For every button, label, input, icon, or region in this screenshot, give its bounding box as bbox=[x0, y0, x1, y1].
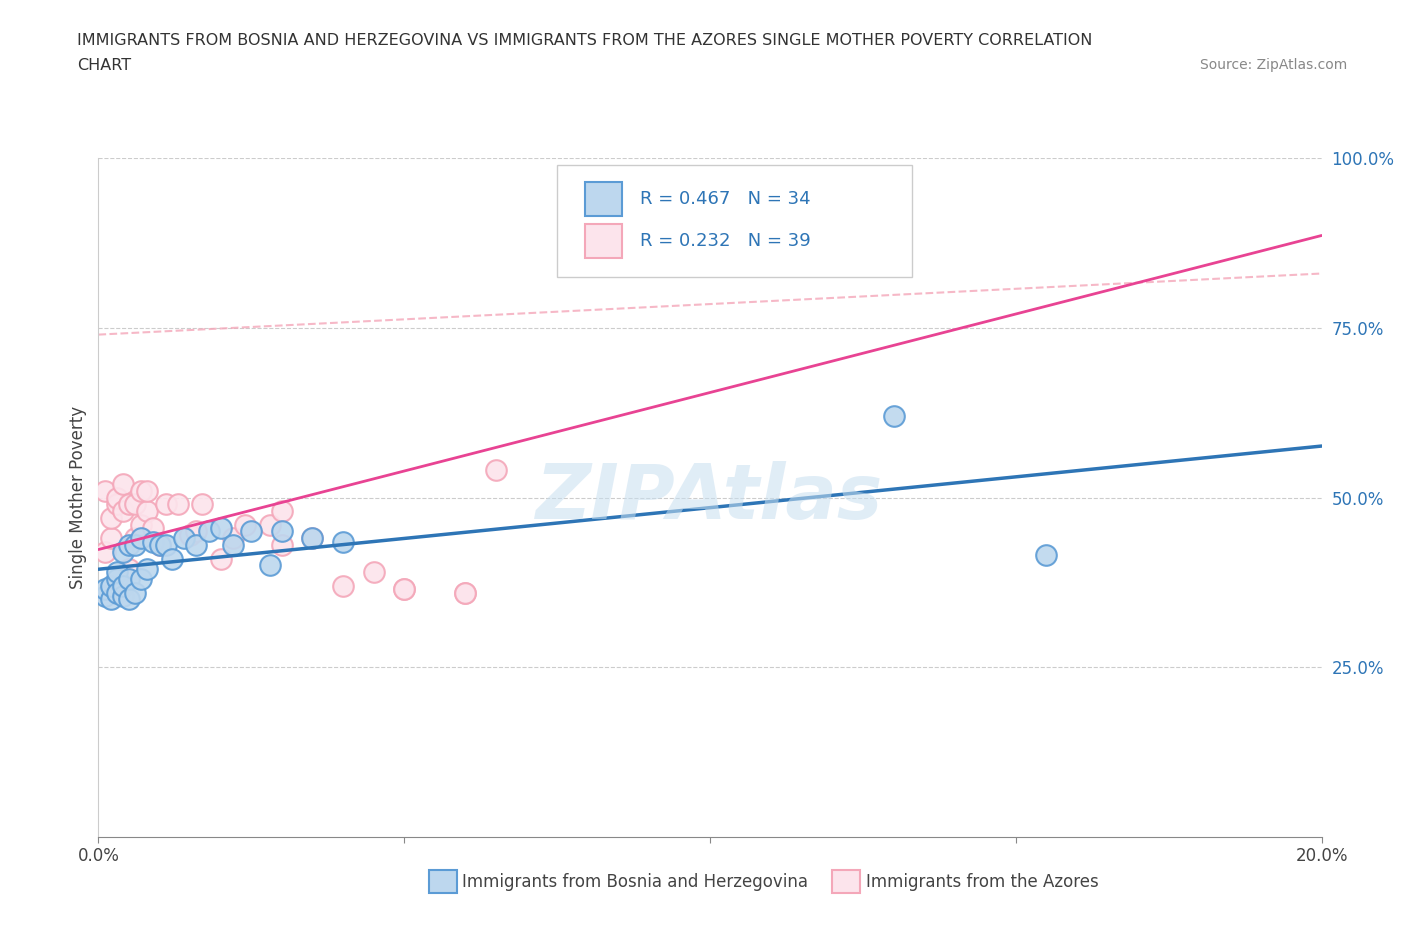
Point bbox=[93, 544, 115, 559]
Point bbox=[222, 531, 245, 546]
Point bbox=[883, 408, 905, 423]
Point bbox=[136, 504, 159, 519]
Point bbox=[142, 521, 165, 536]
Point bbox=[301, 531, 323, 546]
Point bbox=[270, 525, 292, 539]
Point bbox=[233, 517, 256, 532]
Point bbox=[129, 517, 152, 532]
Point bbox=[118, 562, 141, 577]
Point bbox=[392, 582, 416, 597]
FancyBboxPatch shape bbox=[557, 165, 912, 277]
Point bbox=[363, 565, 385, 579]
Point bbox=[105, 565, 128, 579]
Text: R = 0.232   N = 39: R = 0.232 N = 39 bbox=[640, 232, 811, 250]
Point bbox=[222, 538, 245, 552]
Point bbox=[100, 511, 122, 525]
Point bbox=[1035, 548, 1057, 563]
Point bbox=[186, 538, 208, 552]
Point bbox=[270, 504, 292, 519]
Point bbox=[124, 497, 146, 512]
Point bbox=[209, 551, 232, 566]
Point bbox=[124, 585, 146, 600]
Text: Source: ZipAtlas.com: Source: ZipAtlas.com bbox=[1199, 58, 1347, 72]
Text: ZIPAtlas: ZIPAtlas bbox=[536, 460, 884, 535]
Point bbox=[259, 558, 281, 573]
Text: IMMIGRANTS FROM BOSNIA AND HERZEGOVINA VS IMMIGRANTS FROM THE AZORES SINGLE MOTH: IMMIGRANTS FROM BOSNIA AND HERZEGOVINA V… bbox=[77, 33, 1092, 47]
Point bbox=[186, 525, 208, 539]
Text: CHART: CHART bbox=[77, 58, 131, 73]
Point bbox=[118, 572, 141, 587]
Point bbox=[179, 527, 201, 542]
Point bbox=[136, 484, 159, 498]
FancyBboxPatch shape bbox=[585, 182, 621, 216]
Point bbox=[149, 538, 172, 552]
Point bbox=[100, 578, 122, 593]
Point bbox=[454, 585, 477, 600]
Point bbox=[105, 585, 128, 600]
Point bbox=[392, 582, 416, 597]
Point bbox=[105, 572, 128, 587]
Point bbox=[160, 551, 183, 566]
Point bbox=[332, 578, 354, 593]
Point bbox=[136, 562, 159, 577]
Point bbox=[100, 531, 122, 546]
Point bbox=[173, 531, 195, 546]
Point bbox=[93, 484, 115, 498]
Point bbox=[100, 592, 122, 607]
Point bbox=[270, 538, 292, 552]
Point bbox=[129, 531, 152, 546]
Point bbox=[118, 538, 141, 552]
Point bbox=[191, 497, 214, 512]
Point bbox=[118, 592, 141, 607]
Point bbox=[129, 484, 152, 498]
Point bbox=[111, 504, 134, 519]
Point bbox=[105, 490, 128, 505]
Point bbox=[111, 476, 134, 491]
Point bbox=[485, 463, 508, 478]
Point bbox=[197, 525, 219, 539]
Point bbox=[111, 544, 134, 559]
Point bbox=[332, 534, 354, 549]
Point bbox=[124, 531, 146, 546]
Point bbox=[129, 572, 152, 587]
Point bbox=[111, 578, 134, 593]
Text: R = 0.467   N = 34: R = 0.467 N = 34 bbox=[640, 190, 811, 207]
Point bbox=[668, 181, 690, 196]
FancyBboxPatch shape bbox=[585, 224, 621, 258]
Point bbox=[259, 517, 281, 532]
Point bbox=[105, 497, 128, 512]
Point bbox=[155, 497, 177, 512]
Point bbox=[124, 538, 146, 552]
Point bbox=[209, 521, 232, 536]
Point bbox=[118, 497, 141, 512]
Point bbox=[93, 589, 115, 604]
Text: Immigrants from the Azores: Immigrants from the Azores bbox=[866, 872, 1099, 891]
Point bbox=[301, 531, 323, 546]
Point bbox=[142, 534, 165, 549]
Point bbox=[93, 582, 115, 597]
Y-axis label: Single Mother Poverty: Single Mother Poverty bbox=[69, 406, 87, 589]
Point bbox=[167, 497, 190, 512]
Point bbox=[454, 585, 477, 600]
Point bbox=[149, 538, 172, 552]
Point bbox=[240, 525, 263, 539]
Point bbox=[155, 538, 177, 552]
Point bbox=[111, 589, 134, 604]
Point bbox=[699, 181, 721, 196]
Text: Immigrants from Bosnia and Herzegovina: Immigrants from Bosnia and Herzegovina bbox=[463, 872, 808, 891]
